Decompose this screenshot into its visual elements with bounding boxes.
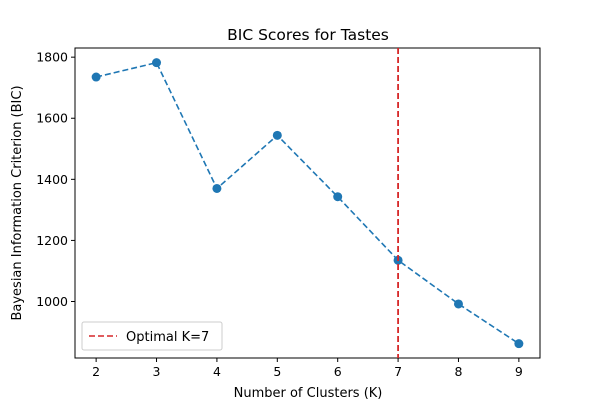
legend: Optimal K=7 <box>81 321 223 351</box>
y-tick-label: 1000 <box>36 294 68 309</box>
legend-label-optimal-k: Optimal K=7 <box>126 330 209 345</box>
bic-data-point <box>514 339 524 349</box>
chart-title: BIC Scores for Tastes <box>227 26 389 44</box>
y-tick-label: 1600 <box>36 111 68 126</box>
bic-data-point <box>212 183 222 193</box>
bic-data-point <box>152 58 162 68</box>
y-tick-label: 1800 <box>36 50 68 65</box>
x-tick-label: 3 <box>153 364 161 379</box>
x-tick-label: 4 <box>213 364 221 379</box>
x-tick-label: 6 <box>334 364 342 379</box>
x-tick-label: 7 <box>394 364 402 379</box>
x-tick-label: 8 <box>454 364 462 379</box>
plot-area: 2 3 4 5 6 7 8 9 1000 1200 1400 1600 1800 <box>36 47 541 379</box>
y-axis-label: Bayesian Information Criterion (BIC) <box>10 85 25 320</box>
x-tick-label: 9 <box>515 364 523 379</box>
x-axis-label: Number of Clusters (K) <box>234 386 383 400</box>
y-tick-label: 1200 <box>36 233 68 248</box>
bic-series-line <box>95 61 520 345</box>
bic-data-point <box>91 72 101 82</box>
axes-frame <box>74 47 541 359</box>
x-tick-label: 2 <box>92 364 100 379</box>
bic-data-point <box>453 299 463 309</box>
x-tick-label: 5 <box>273 364 281 379</box>
y-tick-label: 1400 <box>36 172 68 187</box>
legend-box <box>81 321 223 351</box>
bic-data-point <box>333 192 343 202</box>
bic-data-point <box>272 130 282 140</box>
